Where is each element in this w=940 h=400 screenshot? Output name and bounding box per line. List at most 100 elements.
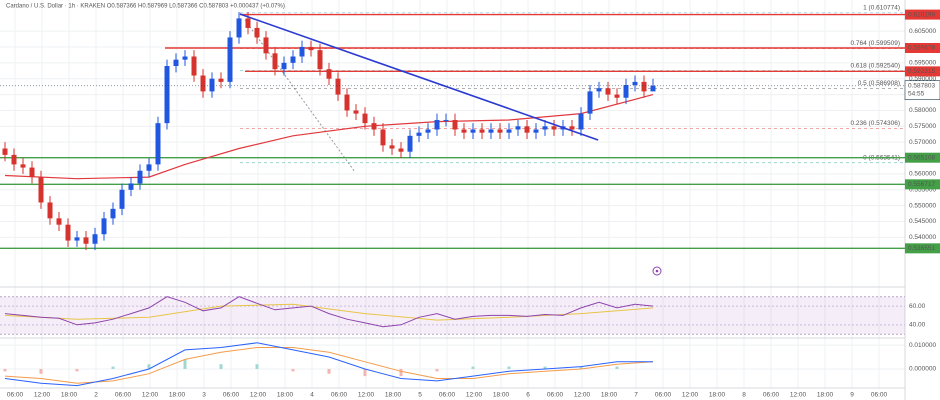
y-tick-label: 0.570000: [909, 139, 936, 146]
price-tag: [905, 42, 940, 53]
alert-icon-dot: [655, 269, 659, 273]
x-tick-label: 12:00: [34, 392, 51, 399]
x-tick-label: 06:00: [331, 392, 348, 399]
plot: 1 (0.610774) 0.764 (0.599509) 0.618 (0.592…: [0, 4, 905, 387]
candle-body: [353, 110, 359, 114]
x-tick-label: 06:00: [763, 392, 780, 399]
candle-body: [425, 129, 431, 133]
candle-body: [416, 132, 422, 136]
candle-body: [200, 75, 206, 92]
candle-body: [632, 81, 638, 86]
x-tick-label: 18:00: [493, 392, 510, 399]
candle-body: [83, 237, 89, 244]
x-tick-label: 9: [850, 392, 854, 399]
price-tag: [905, 243, 940, 254]
candle-body: [524, 126, 530, 133]
candle-body: [65, 224, 71, 241]
price-tag-label: 0.599678: [908, 45, 935, 52]
candle-body: [155, 123, 161, 165]
x-tick-label: 06:00: [871, 392, 888, 399]
x-tick-label: 18:00: [385, 392, 402, 399]
price-tag-label: 0.556717: [908, 181, 935, 188]
candle-body: [542, 126, 548, 130]
candle-body: [74, 237, 80, 241]
candle-body: [344, 94, 350, 111]
candle-body: [245, 18, 251, 28]
price-tag: [905, 66, 940, 77]
candle-body: [533, 129, 539, 133]
candle-body: [578, 113, 584, 130]
candle-body: [227, 37, 233, 82]
candle-body: [641, 81, 647, 92]
macd-histogram-bar: [111, 366, 115, 369]
candle-body: [443, 119, 449, 121]
candle-body: [551, 126, 557, 130]
candle-body: [2, 148, 8, 155]
candle-body: [398, 148, 404, 152]
candle-body: [272, 53, 278, 70]
candle-body: [335, 78, 341, 95]
macd-signal-line: [4, 347, 654, 384]
fib-label: 1 (0.610774): [863, 4, 900, 11]
x-tick-label: 06:00: [7, 392, 24, 399]
rsi-ma-line: [4, 303, 654, 321]
candle-body: [488, 129, 494, 133]
candle-body: [407, 135, 413, 152]
macd-histogram-bar: [255, 364, 259, 369]
candle-body: [434, 119, 440, 130]
x-tick-label: 18:00: [61, 392, 78, 399]
candle-body: [38, 177, 44, 203]
current-price-label: 0.587803: [908, 82, 935, 89]
y-tick-label: 0.575000: [909, 123, 936, 130]
rsi-band: [0, 296, 905, 335]
candle-body: [650, 85, 656, 92]
candle-body: [596, 88, 602, 92]
macd-histogram-bar: [3, 368, 7, 372]
x-tick-label: 5: [418, 392, 422, 399]
y-tick-label: 0.545000: [909, 218, 936, 225]
candle-body: [470, 129, 476, 133]
x-tick-label: 18:00: [277, 392, 294, 399]
macd-histogram-bar: [327, 368, 331, 374]
x-tick-label: 12:00: [250, 392, 267, 399]
x-tick-label: 6: [526, 392, 530, 399]
x-tick-label: 7: [634, 392, 638, 399]
x-tick-label: 8: [742, 392, 746, 399]
price-tag: [905, 179, 940, 190]
candle-body: [389, 145, 395, 149]
alert-icon[interactable]: [652, 266, 662, 276]
fib-label: 0.764 (0.599509): [850, 40, 900, 47]
rsi-tick-label: 60.00: [909, 303, 926, 310]
x-tick-label: 4: [310, 392, 314, 399]
macd-histogram-bar: [399, 368, 403, 377]
candle-body: [218, 78, 224, 82]
candle-body: [47, 202, 53, 219]
y-tick-label: 0.550000: [909, 202, 936, 209]
candle-body: [452, 119, 458, 130]
candle-body: [101, 218, 107, 235]
x-tick-label: 12:00: [574, 392, 591, 399]
candle-body: [254, 27, 260, 38]
macd-histogram-bar: [291, 368, 295, 372]
candle-body: [281, 62, 287, 70]
macd-histogram-bar: [147, 364, 151, 369]
candle-body: [236, 18, 242, 38]
x-tick-label: 12:00: [358, 392, 375, 399]
header: Cardano / U.S. Dollar · 1h · KRAKEN O0.5…: [6, 4, 285, 10]
candle-body: [191, 56, 197, 76]
price-tag: [905, 9, 940, 20]
candle-body: [299, 46, 305, 57]
candle-body: [587, 91, 593, 114]
macd-line: [4, 342, 653, 387]
x-tick-label: 3: [202, 392, 206, 399]
price-tag-label: 0.592315: [908, 68, 935, 75]
candle-body: [92, 234, 98, 244]
macd-histogram-bar: [615, 366, 619, 369]
fib-diagonal: [244, 19, 356, 173]
x-tick-label: 12:00: [682, 392, 699, 399]
price-tag-label: 0.610199: [908, 11, 935, 18]
y-tick-label: 0.560000: [909, 171, 936, 178]
candle-body: [317, 50, 323, 70]
candle-body: [326, 69, 332, 79]
